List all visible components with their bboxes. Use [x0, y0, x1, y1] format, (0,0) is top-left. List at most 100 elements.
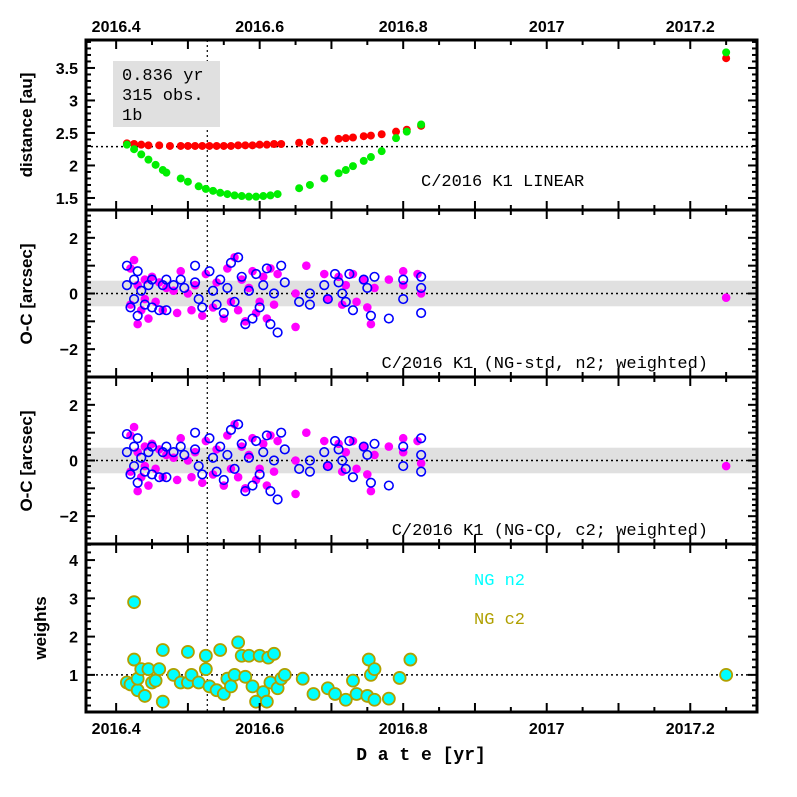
residual-point-filled — [398, 433, 408, 443]
residual-point-open — [189, 277, 201, 288]
residual-point-open — [272, 327, 283, 338]
info-type: 1b — [122, 107, 142, 126]
residual-point-open — [369, 271, 380, 282]
heliocentric-distance-point — [722, 54, 731, 63]
weight-point — [381, 691, 396, 706]
weight-point — [328, 687, 342, 701]
residual-point-filled — [133, 319, 142, 329]
residual-point-open — [365, 477, 377, 488]
geocentric-distance-point — [259, 192, 268, 201]
residual-point-open — [240, 486, 251, 497]
residual-point-open — [189, 260, 201, 271]
weight-point — [346, 673, 360, 688]
residual-point-open — [121, 260, 133, 271]
heliocentric-distance-point — [277, 140, 286, 149]
weight-point — [306, 687, 321, 701]
panel-title-ng-std: C/2016 K1 (NG-std, n2; weighted) — [382, 355, 708, 374]
heliocentric-distance-point — [219, 141, 228, 150]
residual-point-filled — [237, 442, 247, 451]
heliocentric-distance-point — [205, 141, 214, 150]
residual-point-filled — [129, 422, 139, 432]
x-tick-label-top: 2016.8 — [379, 19, 428, 36]
residual-point-filled — [187, 472, 196, 482]
x-tick-label-top: 2016.6 — [235, 19, 284, 36]
residual-point-open — [344, 435, 355, 447]
geocentric-distance-point — [348, 162, 357, 171]
residual-point-open — [276, 260, 287, 271]
weight-point — [403, 652, 418, 667]
geocentric-distance-point — [244, 192, 253, 201]
y-tick-label: 2 — [69, 231, 78, 248]
x-tick-label-bottom: 2016.8 — [379, 721, 428, 738]
weight-point — [277, 667, 292, 682]
residual-point-open — [265, 319, 276, 330]
weight-point — [392, 671, 407, 685]
residual-point-open — [222, 449, 233, 461]
residual-point-filled — [323, 461, 333, 471]
weight-point — [295, 671, 310, 686]
residual-point-open — [193, 460, 204, 472]
geocentric-distance-point — [722, 48, 731, 57]
heliocentric-distance-point — [359, 132, 368, 141]
residual-point-open — [304, 288, 316, 299]
heliocentric-distance-point — [144, 141, 153, 150]
residual-point-filled — [370, 283, 379, 293]
residual-point-filled — [721, 293, 731, 302]
residual-point-open — [207, 452, 219, 463]
y-tick-label: 2 — [69, 398, 78, 415]
residual-point-open — [132, 433, 143, 444]
residual-point-filled — [244, 283, 254, 293]
residual-point-open — [136, 285, 147, 296]
weight-point — [127, 652, 141, 667]
geocentric-distance-point — [295, 184, 304, 193]
residual-point-open — [362, 282, 373, 294]
residual-point-open — [161, 305, 172, 316]
residual-point-open — [362, 449, 373, 461]
residual-point-open — [225, 424, 237, 435]
legend-ng-c2: NG c2 — [474, 611, 525, 630]
residual-point-filled — [370, 450, 379, 460]
distance-ylabel: distance [au] — [17, 73, 36, 178]
residual-point-open — [168, 447, 179, 458]
residual-point-open — [222, 282, 233, 294]
residual-point-open — [128, 460, 140, 472]
weight-point — [155, 694, 170, 709]
weights-ylabel: weights — [31, 596, 50, 660]
geocentric-distance-point — [334, 169, 343, 178]
weight-point — [719, 667, 734, 682]
heliocentric-distance-point — [366, 131, 375, 140]
y-tick-label: 2 — [69, 630, 78, 647]
residual-point-open — [128, 274, 140, 285]
residual-point-open — [383, 480, 394, 491]
residual-point-open — [319, 280, 330, 291]
residual-point-open — [154, 305, 165, 316]
residual-point-filled — [144, 314, 153, 323]
y-tick-label: 3.5 — [56, 61, 78, 78]
residual-point-open — [247, 480, 258, 491]
residual-point-open — [161, 274, 172, 285]
heliocentric-distance-point — [191, 141, 200, 150]
residual-point-open — [132, 266, 143, 277]
residual-point-open — [189, 444, 201, 455]
residual-point-filled — [721, 461, 731, 471]
residual-point-open — [337, 455, 348, 466]
y-tick-label: 1.5 — [56, 191, 78, 208]
residual-point-open — [121, 428, 133, 440]
geocentric-distance-point — [341, 166, 350, 175]
y-tick-label: 3 — [69, 591, 78, 608]
heliocentric-distance-point — [255, 140, 264, 149]
residual-point-filled — [233, 472, 243, 482]
residual-point-open — [136, 452, 147, 463]
residual-point-filled — [233, 305, 243, 315]
residual-point-open — [261, 263, 272, 274]
residual-point-open — [215, 274, 226, 285]
geocentric-distance-point — [130, 145, 139, 154]
heliocentric-distance-point — [295, 138, 304, 147]
heliocentric-distance-point — [137, 140, 146, 149]
residual-point-open — [229, 296, 240, 307]
heliocentric-distance-point — [176, 141, 185, 150]
residual-point-open — [347, 472, 359, 483]
residual-point-open — [233, 419, 244, 430]
info-obs: 315 obs. — [122, 87, 204, 106]
residual-point-filled — [133, 486, 142, 496]
